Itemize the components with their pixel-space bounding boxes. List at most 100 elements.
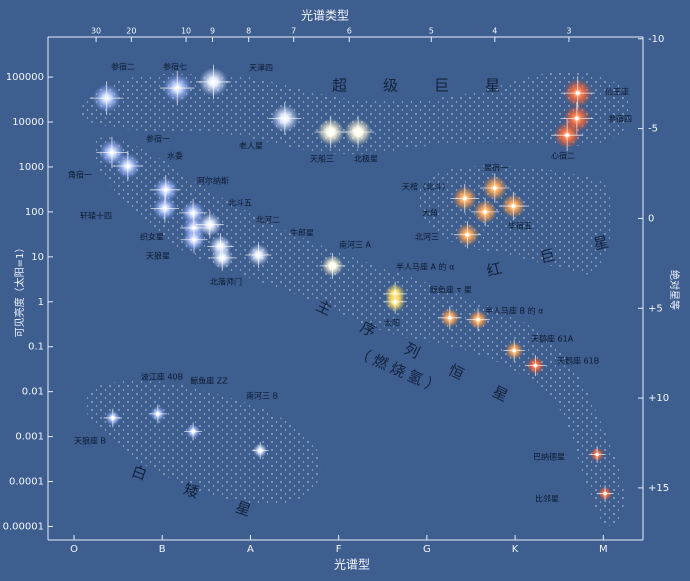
star-label: 参宿一 [146,134,170,144]
star-core [220,256,225,260]
star-label: 天鹅座 61A [531,334,574,344]
star-label: 南河三 B [246,391,278,401]
star-core [104,96,109,100]
star-label: 阿尔纳斯 [197,176,229,186]
star-core [330,264,335,268]
star-label: 巴纳德星 [533,452,565,462]
star-label: 北极星 [354,154,378,164]
star-label: 参宿四 [608,114,632,124]
y-axis-title: 可见亮度（太阳=1） [13,243,26,338]
star-core [111,416,115,420]
star-core [465,232,470,237]
white-dwarf-band [84,380,322,505]
star-label: 心宿二 [551,151,575,161]
star-label: 鲸鱼座 τ 星 [430,285,472,295]
star-label: 南河三 A [339,240,372,250]
axes [47,36,644,541]
star-label: 老人星 [239,141,263,151]
x2-tick-label: 5 [429,27,434,36]
x2-tick-label: 9 [210,27,215,36]
star-label: 鲸鱼座 ZZ [190,376,228,386]
star-label: 波江座 40B [141,372,183,382]
star-label: 水委 [167,151,183,161]
star-label: 半人马座 B 的 α [485,306,543,316]
x-tick-label: F [336,544,342,555]
star-label: 天狼座 B [74,436,106,446]
x2-tick-label: 10 [181,27,191,36]
y-tick-label: 100000 [6,72,44,83]
star-core [575,91,580,95]
star-core [110,150,114,155]
x2-tick-label: 7 [291,27,296,36]
star-label: 毕宿五 [508,221,532,231]
star-core [175,86,180,90]
star-core [565,133,569,137]
y2-axis-title: 绝对星等 [668,270,681,310]
x2-axis-title: 光谱类型 [301,9,349,23]
star-core [448,316,452,320]
star-label: 北河三 [415,232,439,242]
y-tick-label: 0.0001 [9,477,44,488]
star-label: 天棺（北斗） [402,182,450,192]
y2-tick-label: -10 [648,34,664,45]
star-label: 比邻星 [535,494,559,504]
star-core [575,116,579,121]
y2-tick-label: +10 [648,393,669,404]
x-tick-label: O [70,544,78,555]
y-tick-label: 10 [31,252,44,263]
star-core [163,188,168,192]
star-core [463,196,467,201]
star-label: 天鹅座 61B [557,356,599,366]
y-tick-label: 0.01 [22,387,44,398]
y2-tick-label: +15 [648,483,669,494]
star-label: 织女星 [140,232,164,242]
region-label: 超级巨星 [332,77,536,95]
star-label: 仙王座 [605,87,629,97]
star-label: 北落师门 [210,277,242,287]
star-label: 星宿一 [484,163,508,173]
y-tick-label: 1 [38,297,44,308]
stars [89,64,614,502]
y-tick-label: 0.1 [28,342,44,353]
main-sequence-band [94,137,625,526]
y2-tick-label: +5 [648,303,663,314]
star-label: 大角 [422,208,438,218]
star-label: 参宿二 [111,62,135,72]
star-core [328,130,333,134]
x-tick-label: G [423,544,431,555]
y-tick-label: 0.001 [15,432,44,443]
star-label: 牛郎星 [290,228,314,238]
x-tick-label: K [512,544,519,555]
x2-tick-label: 8 [246,27,251,36]
star-core [126,164,130,168]
x2-tick-label: 3 [566,27,571,36]
x2-tick-label: 4 [492,27,497,36]
star-core [512,348,517,353]
star-core [356,130,360,134]
star-label: 半人马座 A 的 α [396,262,454,272]
x-tick-label: M [599,544,608,555]
star-core [595,452,599,457]
star-core [208,222,212,227]
star-label: 北斗五 [228,199,252,208]
star-core [256,253,261,257]
star-core [493,186,497,190]
star-label: 北河二 [256,215,280,225]
star-core [283,116,287,121]
star-label: 参宿七 [163,62,187,72]
y2-tick-label: -5 [648,124,658,135]
star-label: 太阳 [384,318,400,328]
star-label: 天船三 [310,154,334,164]
star-core [163,206,167,211]
star-core [533,363,538,368]
x-tick-label: A [247,544,254,555]
x2-tick-label: 6 [347,27,352,36]
star-label: 天狼星 [146,251,170,261]
star-core [603,491,607,496]
star-core [476,317,480,322]
star-core [211,80,216,84]
y-tick-label: 0.00001 [3,521,44,532]
star-core [192,237,196,242]
star-core [511,204,516,208]
